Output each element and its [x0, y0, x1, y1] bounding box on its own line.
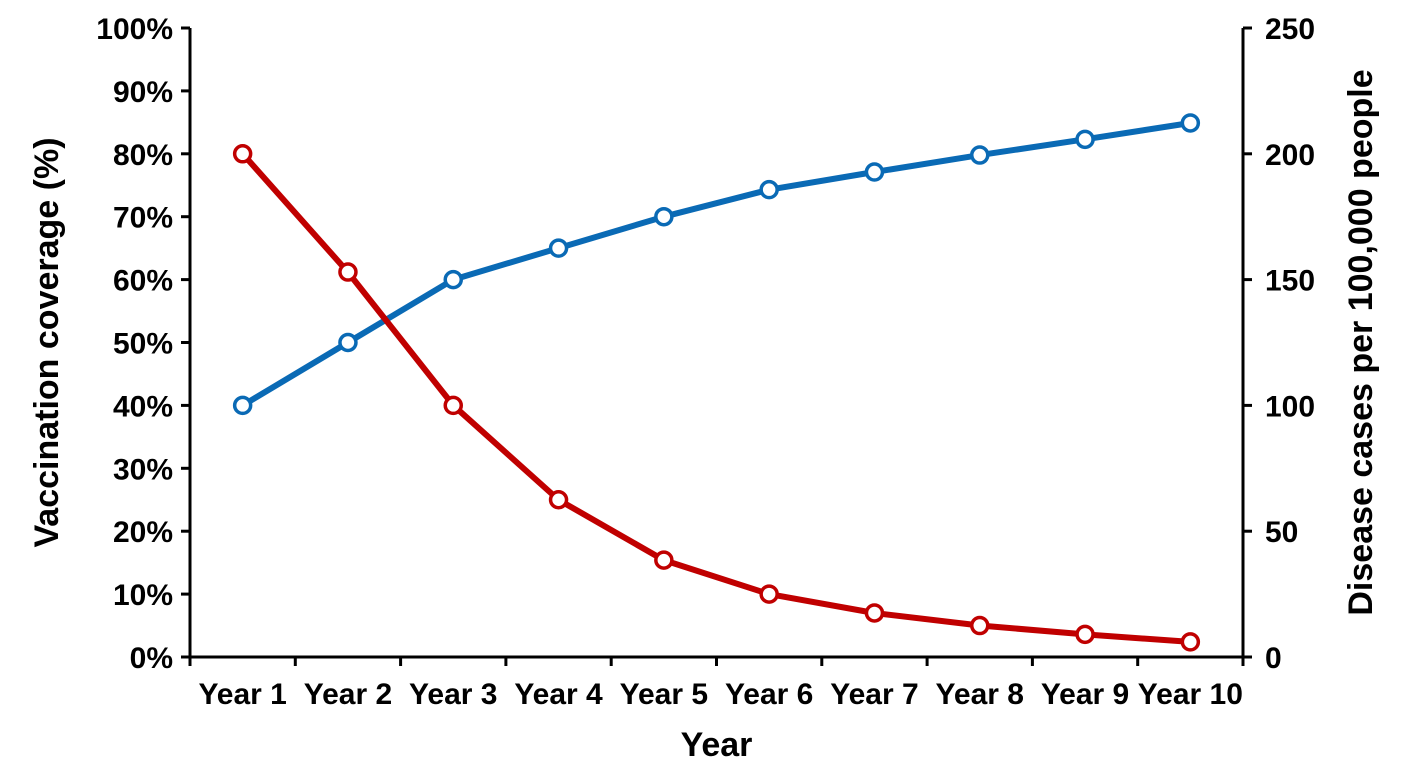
x-tick-label: Year 1 [198, 678, 286, 711]
vaccination-coverage-point [864, 162, 885, 182]
disease-cases-point [654, 550, 674, 570]
vaccination-coverage-line [239, 120, 1194, 409]
vaccination-coverage-point [338, 332, 358, 353]
x-tick-label: Year 3 [409, 678, 497, 711]
x-tick-label: Year 7 [830, 678, 918, 711]
vaccination-coverage-point [548, 238, 569, 258]
y-left-tick-label: 90% [113, 76, 173, 109]
vaccination-coverage-point [443, 269, 463, 290]
vaccination-coverage-point [759, 179, 779, 200]
y-left-tick-label: 30% [113, 453, 173, 486]
vaccination-coverage-point [1180, 113, 1201, 133]
disease-cases-point [759, 584, 779, 604]
y-axis-left-title: Vaccination coverage (%) [28, 137, 66, 547]
disease-cases-point [864, 603, 885, 623]
x-tick-label: Year 4 [514, 678, 603, 711]
disease-cases-point [548, 490, 569, 510]
y-left-tick-label: 50% [113, 328, 173, 361]
y-left-tick-label: 70% [113, 202, 173, 235]
y-left-tick-label: 40% [113, 390, 173, 423]
y-right-tick-label: 250 [1265, 13, 1315, 46]
disease-cases-point [970, 615, 990, 636]
x-tick-label: Year 8 [936, 678, 1024, 711]
y-right-tick-label: 150 [1265, 265, 1315, 298]
x-tick-label: Year 5 [620, 678, 708, 711]
vaccination-coverage-point [970, 145, 990, 165]
y-right-tick-label: 200 [1265, 139, 1315, 172]
disease-cases-line [239, 150, 1194, 645]
x-tick-label: Year 9 [1041, 678, 1129, 711]
y-left-tick-label: 0% [130, 642, 173, 675]
disease-cases-point [338, 262, 358, 282]
y-left-tick-label: 60% [113, 265, 173, 298]
disease-cases-point [443, 395, 463, 416]
series [232, 113, 1201, 652]
y-left-tick-label: 10% [113, 579, 173, 612]
y-right-tick-label: 50 [1265, 516, 1298, 549]
disease-cases-point [232, 144, 253, 164]
x-tick-label: Year 10 [1138, 678, 1243, 711]
y-axis-right-title: Disease cases per 100,000 people [1342, 69, 1380, 615]
y-left-tick-label: 80% [113, 139, 173, 172]
x-tick-label: Year 6 [725, 678, 813, 711]
y-right-tick-label: 0 [1265, 642, 1282, 675]
y-right-tick-label: 100 [1265, 390, 1315, 423]
disease-cases-point [1180, 632, 1201, 652]
axes [181, 26, 1252, 666]
disease-cases-point [1075, 624, 1095, 645]
vaccination-coverage-point [1075, 129, 1095, 150]
y-left-tick-label: 20% [113, 516, 173, 549]
x-axis-title: Year [681, 726, 753, 764]
y-left-tick-label: 100% [96, 13, 173, 46]
tick-labels: 0% 10% 20% 30% 40% 50% 60% 70% 80% 90% 100% 0 50 100 1… [96, 13, 1315, 711]
vaccination-coverage-point [232, 395, 253, 416]
x-tick-label: Year 2 [304, 678, 392, 711]
vaccination-coverage-point [654, 206, 674, 227]
